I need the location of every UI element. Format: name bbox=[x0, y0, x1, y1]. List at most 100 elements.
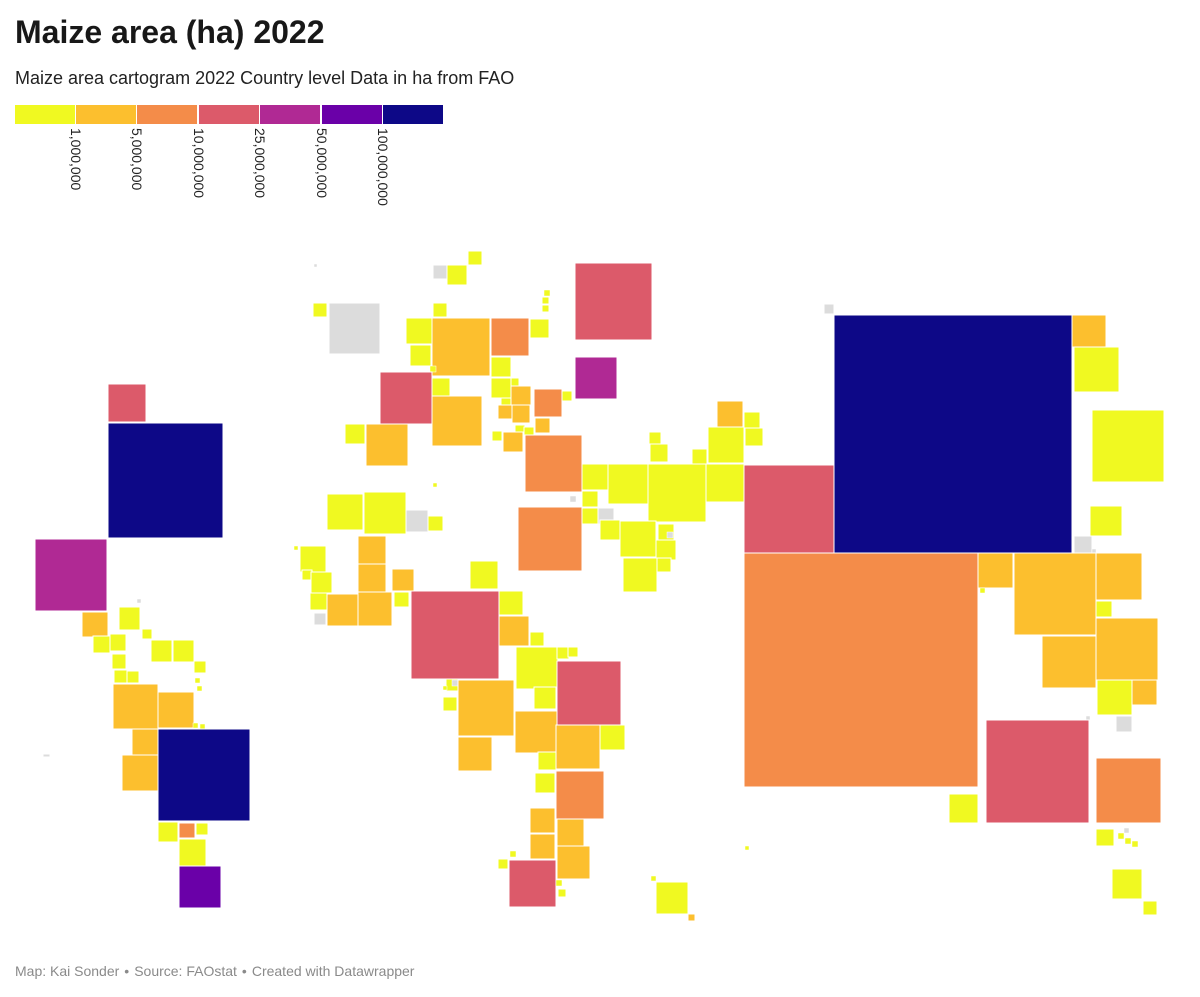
country-square bbox=[622, 557, 658, 593]
country-square bbox=[529, 318, 550, 339]
country-square bbox=[442, 685, 448, 691]
country-square bbox=[393, 591, 410, 608]
tool-credit: Created with Datawrapper bbox=[251, 963, 415, 979]
country-square bbox=[534, 417, 551, 434]
country-square bbox=[365, 423, 409, 467]
country-square bbox=[344, 423, 366, 445]
country-square bbox=[556, 646, 570, 660]
country-square bbox=[150, 639, 173, 663]
country-square bbox=[357, 591, 393, 627]
country-square bbox=[510, 377, 520, 387]
country-square bbox=[1124, 837, 1132, 845]
country-square bbox=[490, 356, 512, 378]
country-square bbox=[543, 289, 551, 297]
country-square bbox=[1095, 828, 1115, 847]
country-square bbox=[556, 660, 622, 726]
country-square bbox=[195, 822, 209, 836]
country-square bbox=[497, 404, 513, 420]
country-square bbox=[432, 302, 448, 318]
country-square-no-data bbox=[1085, 715, 1091, 721]
country-square bbox=[391, 568, 415, 592]
country-square bbox=[581, 490, 599, 508]
country-square bbox=[178, 838, 207, 867]
country-square bbox=[515, 646, 559, 690]
country-square bbox=[948, 793, 979, 824]
country-square bbox=[599, 519, 621, 541]
country-square-no-data bbox=[313, 612, 327, 626]
country-square bbox=[194, 677, 201, 684]
country-square bbox=[508, 859, 557, 908]
country-square bbox=[517, 506, 583, 572]
country-square bbox=[107, 422, 224, 539]
country-square bbox=[1095, 600, 1113, 618]
country-square bbox=[574, 262, 653, 341]
country-square bbox=[541, 296, 550, 305]
country-square bbox=[1071, 314, 1107, 348]
country-square bbox=[490, 377, 512, 399]
country-square bbox=[157, 728, 251, 822]
country-square bbox=[537, 751, 557, 771]
country-square-no-data bbox=[136, 598, 142, 604]
country-square bbox=[574, 356, 618, 400]
country-square bbox=[490, 317, 530, 357]
country-square bbox=[326, 593, 360, 627]
country-square-no-data bbox=[451, 679, 459, 687]
country-square bbox=[121, 754, 159, 792]
chart-title: Maize area (ha) 2022 bbox=[15, 14, 325, 50]
country-square bbox=[502, 431, 524, 453]
country-square bbox=[431, 317, 491, 377]
footer-credits: Map: Kai Sonder • Source: FAOstat • Created … bbox=[15, 962, 414, 980]
country-square bbox=[193, 660, 207, 674]
country-square bbox=[109, 633, 127, 652]
country-square bbox=[649, 443, 669, 463]
country-square bbox=[131, 728, 159, 756]
country-square bbox=[599, 724, 626, 751]
country-square bbox=[509, 850, 517, 858]
country-square bbox=[1013, 552, 1097, 636]
country-square bbox=[707, 426, 745, 464]
country-square bbox=[357, 535, 387, 565]
country-square bbox=[533, 388, 563, 418]
country-square bbox=[557, 888, 567, 898]
country-square bbox=[514, 710, 558, 754]
country-square-no-data bbox=[1123, 827, 1130, 834]
footer-separator: • bbox=[124, 963, 130, 979]
country-square bbox=[524, 434, 583, 493]
country-square-no-data bbox=[328, 302, 381, 355]
country-square bbox=[1131, 679, 1158, 706]
country-square bbox=[979, 587, 986, 594]
country-square bbox=[1096, 679, 1133, 716]
country-square bbox=[607, 463, 649, 505]
country-square bbox=[977, 552, 1014, 589]
country-square bbox=[648, 431, 662, 445]
country-square bbox=[199, 723, 206, 730]
country-square bbox=[1111, 868, 1143, 900]
country-square bbox=[619, 520, 657, 558]
country-square bbox=[410, 590, 500, 680]
country-square bbox=[112, 683, 159, 730]
country-square bbox=[647, 463, 707, 523]
country-square bbox=[1095, 552, 1143, 601]
country-square bbox=[409, 344, 432, 367]
country-square bbox=[178, 865, 222, 909]
country-square bbox=[556, 818, 585, 847]
country-square bbox=[357, 563, 387, 593]
country-square bbox=[111, 653, 127, 670]
country-square bbox=[744, 845, 750, 851]
country-square bbox=[556, 845, 591, 880]
country-square bbox=[172, 639, 195, 663]
country-square bbox=[457, 679, 515, 737]
country-square bbox=[655, 539, 677, 561]
country-square bbox=[1095, 757, 1162, 824]
country-square-no-data bbox=[1073, 535, 1093, 555]
country-square bbox=[743, 552, 979, 788]
country-square bbox=[446, 264, 468, 286]
country-square bbox=[429, 365, 437, 373]
country-square bbox=[92, 635, 111, 654]
country-square bbox=[716, 400, 744, 428]
country-square-no-data bbox=[569, 495, 577, 503]
map-credit: Map: Kai Sonder bbox=[15, 963, 120, 979]
country-square bbox=[81, 611, 109, 638]
country-square bbox=[432, 482, 438, 488]
